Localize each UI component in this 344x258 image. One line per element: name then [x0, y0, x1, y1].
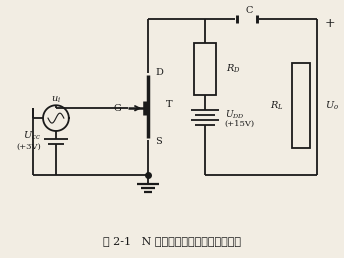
Text: G: G [114, 104, 121, 113]
Text: $U_{DD}$: $U_{DD}$ [225, 109, 244, 122]
Text: $R_D$: $R_D$ [226, 63, 240, 75]
Text: T: T [166, 100, 173, 109]
Text: D: D [155, 68, 163, 77]
Text: $u_i$: $u_i$ [51, 94, 61, 104]
Text: (+15V): (+15V) [225, 120, 255, 128]
Text: $U_o$: $U_o$ [325, 99, 339, 111]
Text: C: C [246, 6, 253, 15]
Text: +: + [325, 17, 335, 30]
Text: $U_{cc}$: $U_{cc}$ [23, 130, 41, 142]
Text: 图 2-1   N 沟道结型场效应管基本放大器: 图 2-1 N 沟道结型场效应管基本放大器 [103, 236, 241, 246]
Text: (+3V): (+3V) [16, 143, 41, 151]
Bar [292, 63, 310, 148]
Text: $R_L$: $R_L$ [270, 99, 284, 111]
Text: S: S [155, 137, 162, 146]
Bar [194, 43, 216, 95]
